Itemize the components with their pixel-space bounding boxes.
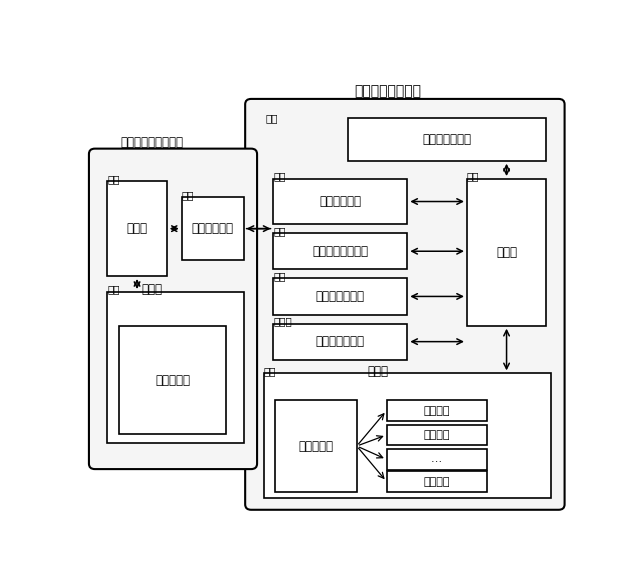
- Text: 送信間隔: 送信間隔: [424, 477, 450, 487]
- Bar: [182, 197, 244, 260]
- Bar: [108, 292, 244, 443]
- Text: 地図データ: 地図データ: [156, 373, 190, 387]
- Bar: [118, 326, 227, 434]
- Text: 位置管理サーバ３０: 位置管理サーバ３０: [120, 136, 184, 149]
- Text: 送信間隔: 送信間隔: [424, 430, 450, 440]
- Bar: [467, 179, 547, 326]
- Text: １１: １１: [467, 171, 479, 181]
- Bar: [273, 278, 408, 315]
- Bar: [387, 449, 487, 470]
- Text: メッセージ生成部: メッセージ生成部: [312, 245, 369, 258]
- Text: 記憶部: 記憶部: [367, 365, 388, 377]
- Bar: [108, 181, 167, 276]
- Text: １２: １２: [264, 366, 276, 376]
- Text: １３: １３: [273, 271, 286, 281]
- Bar: [275, 400, 356, 492]
- Text: ３３: ３３: [182, 190, 194, 200]
- FancyBboxPatch shape: [89, 149, 257, 469]
- Bar: [273, 323, 408, 360]
- Bar: [273, 179, 408, 224]
- Text: 制御部: 制御部: [127, 222, 148, 235]
- Text: 位置情報測定部: 位置情報測定部: [316, 290, 365, 303]
- Bar: [387, 471, 487, 492]
- Text: 送信間隔判定部: 送信間隔判定部: [316, 335, 365, 348]
- Bar: [387, 400, 487, 421]
- Bar: [348, 118, 547, 161]
- Text: 地図データ: 地図データ: [298, 440, 333, 453]
- Text: １８: １８: [266, 113, 278, 123]
- Text: ３２: ３２: [108, 285, 120, 295]
- Bar: [264, 373, 551, 498]
- Text: ３１: ３１: [108, 174, 120, 184]
- FancyBboxPatch shape: [245, 99, 564, 510]
- Bar: [273, 233, 408, 269]
- Bar: [387, 425, 487, 445]
- Text: …: …: [431, 454, 442, 464]
- Text: 送信間隔: 送信間隔: [424, 406, 450, 416]
- Text: １５: １５: [273, 171, 286, 181]
- Text: 記憶部: 記憶部: [141, 283, 163, 296]
- Text: 制御部: 制御部: [496, 246, 517, 259]
- Text: 無線送受信部: 無線送受信部: [319, 195, 362, 208]
- Text: 車両情報収集部: 車両情報収集部: [422, 133, 472, 146]
- Text: １６Ｄ: １６Ｄ: [273, 316, 292, 326]
- Text: 無線送受信部: 無線送受信部: [191, 222, 234, 235]
- Text: 移動体端末１０Ｄ: 移動体端末１０Ｄ: [354, 84, 421, 98]
- Text: １４: １４: [273, 226, 286, 236]
